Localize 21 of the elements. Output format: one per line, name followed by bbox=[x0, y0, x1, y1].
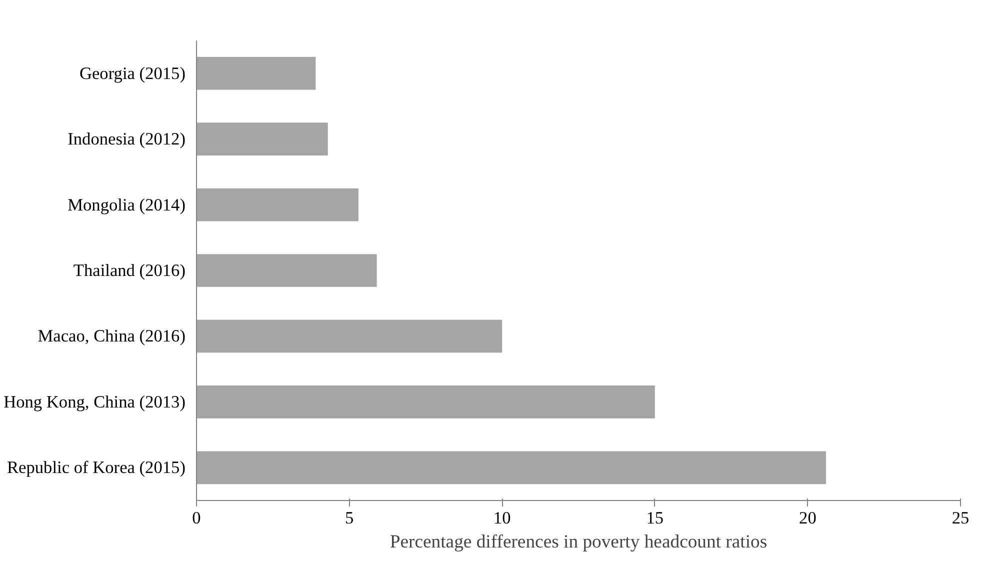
x-tick-label: 15 bbox=[646, 508, 664, 528]
y-tick-label: Republic of Korea (2015) bbox=[6, 458, 186, 478]
bar bbox=[196, 386, 655, 418]
x-tick-label: 10 bbox=[493, 508, 511, 528]
bar bbox=[196, 188, 358, 222]
x-tick-label: 20 bbox=[799, 508, 816, 528]
bar bbox=[196, 254, 377, 287]
bar bbox=[196, 56, 316, 90]
bar bbox=[196, 451, 826, 484]
y-tick-label: Indonesia (2012) bbox=[68, 130, 186, 149]
x-tick-label: 0 bbox=[192, 508, 201, 528]
x-axis-title: Percentage differences in poverty headcount ratios bbox=[390, 532, 768, 552]
y-tick-label: Macao, China (2016) bbox=[38, 326, 186, 346]
x-tick-label: 25 bbox=[952, 508, 970, 528]
y-tick-label: Mongolia (2014) bbox=[68, 195, 186, 214]
bar bbox=[196, 122, 328, 156]
bar bbox=[196, 320, 502, 353]
y-tick-label: Hong Kong, China (2013) bbox=[4, 392, 186, 412]
x-tick-label: 5 bbox=[344, 508, 354, 528]
y-tick-label: Georgia (2015) bbox=[79, 64, 186, 83]
y-tick-label: Thailand (2016) bbox=[73, 261, 186, 280]
